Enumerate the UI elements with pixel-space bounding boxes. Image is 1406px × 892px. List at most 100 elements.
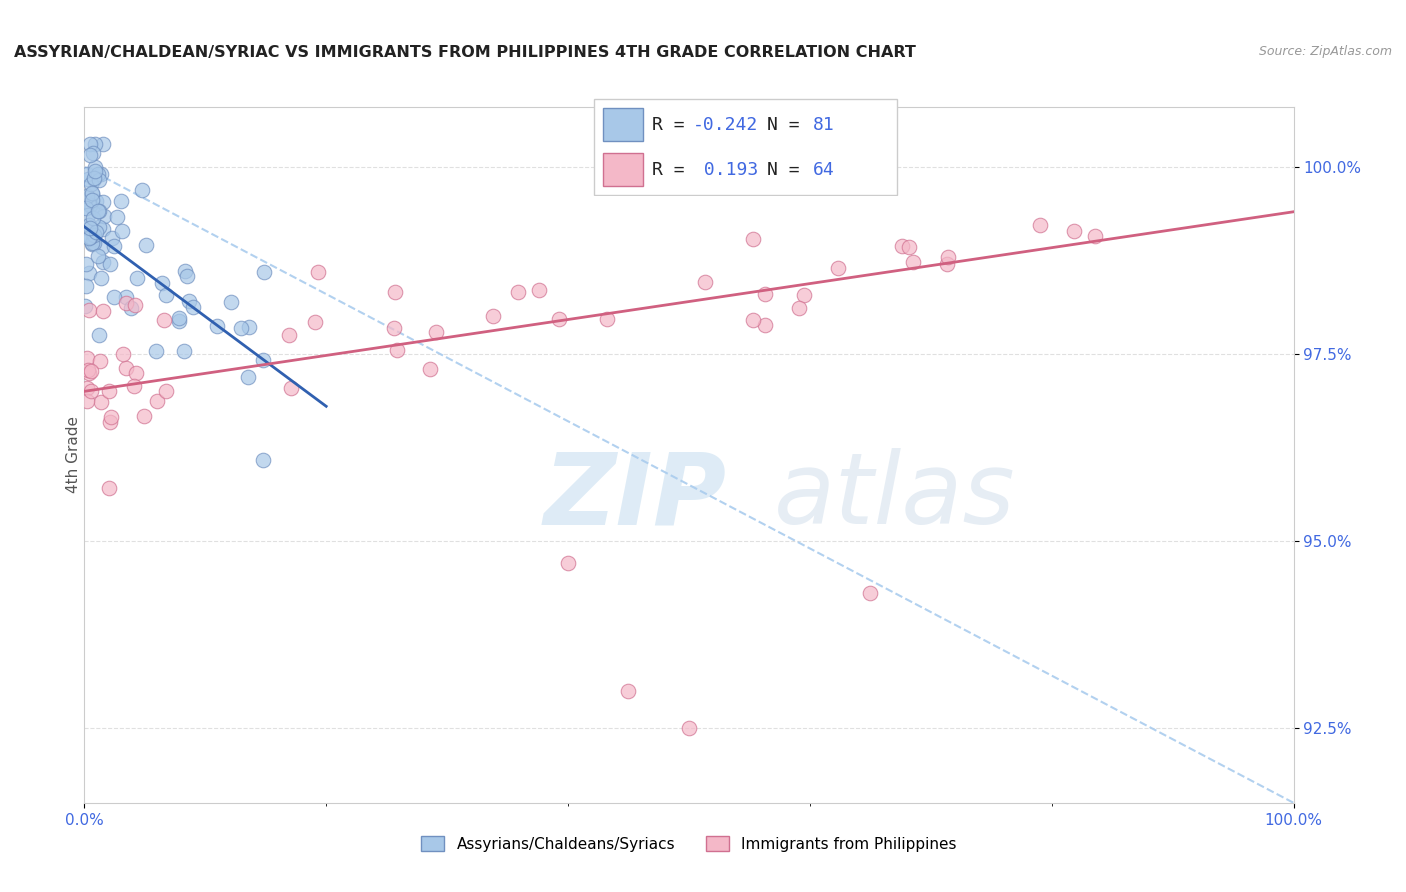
Point <box>103 290 125 304</box>
Point <box>77 208 100 222</box>
Point <box>75 257 97 271</box>
Point <box>127 271 149 285</box>
Point <box>1029 218 1052 232</box>
Text: R =: R = <box>652 116 696 134</box>
Text: -0.242: -0.242 <box>693 116 758 134</box>
Point <box>741 313 763 327</box>
Point <box>548 312 571 326</box>
Point <box>77 172 100 186</box>
Text: ZIP: ZIP <box>544 448 727 545</box>
Point <box>557 557 579 571</box>
Point <box>91 194 114 209</box>
Point <box>891 239 914 253</box>
Point <box>82 186 104 200</box>
Point <box>238 319 260 334</box>
Point <box>84 137 107 152</box>
Point <box>91 137 114 152</box>
Point <box>80 236 103 251</box>
Point <box>75 221 97 235</box>
Text: 0.193: 0.193 <box>693 161 758 178</box>
Point <box>111 347 134 361</box>
Point <box>205 318 228 333</box>
Point <box>173 264 195 278</box>
Point <box>90 394 112 409</box>
Point <box>167 314 190 328</box>
Point <box>97 481 120 495</box>
Point <box>84 194 107 209</box>
Point <box>252 453 274 467</box>
Point <box>87 167 110 181</box>
Point <box>87 219 110 234</box>
Point <box>77 266 100 280</box>
Point <box>82 236 104 251</box>
Point <box>506 285 529 299</box>
Point <box>93 304 115 318</box>
Point <box>787 301 810 316</box>
Point <box>87 249 110 263</box>
Point <box>155 384 177 398</box>
Point <box>82 193 104 207</box>
Point <box>82 232 104 246</box>
Point <box>280 381 302 395</box>
Point <box>79 148 101 162</box>
Point <box>77 231 100 245</box>
Text: 81: 81 <box>813 116 835 134</box>
Point <box>1084 228 1107 243</box>
Point <box>938 250 960 264</box>
Point <box>83 227 105 242</box>
Point <box>103 239 125 253</box>
Point <box>115 360 138 375</box>
Point <box>122 379 145 393</box>
Bar <box>603 108 643 141</box>
FancyBboxPatch shape <box>593 99 897 195</box>
Point <box>82 145 104 160</box>
Point <box>84 160 107 174</box>
Point <box>100 409 122 424</box>
Point <box>754 287 776 301</box>
Point <box>101 231 124 245</box>
Point <box>82 211 104 225</box>
Point <box>387 343 409 357</box>
Point <box>76 168 98 182</box>
Point <box>935 257 957 271</box>
Point <box>91 222 114 236</box>
Point <box>252 353 274 368</box>
Point <box>76 351 98 365</box>
Point <box>79 198 101 212</box>
Point <box>1063 224 1085 238</box>
Point <box>384 321 406 335</box>
Point <box>98 384 121 398</box>
Point <box>150 276 173 290</box>
Point <box>110 194 132 209</box>
Point <box>155 288 177 302</box>
Point <box>179 293 201 308</box>
Point <box>120 301 142 316</box>
Point <box>181 301 204 315</box>
Point <box>173 344 195 359</box>
Point <box>252 265 274 279</box>
Point <box>115 289 138 303</box>
Point <box>678 721 700 735</box>
Text: Source: ZipAtlas.com: Source: ZipAtlas.com <box>1258 45 1392 58</box>
Point <box>152 313 174 327</box>
Point <box>80 364 103 378</box>
Point <box>83 235 105 250</box>
Point <box>278 327 301 342</box>
Text: R =: R = <box>652 161 696 178</box>
Point <box>77 366 100 380</box>
Point <box>83 171 105 186</box>
Point <box>595 312 617 326</box>
Point <box>90 167 112 181</box>
Point <box>384 285 406 299</box>
Point <box>87 203 110 218</box>
Point <box>754 318 776 332</box>
Point <box>76 189 98 203</box>
Text: ASSYRIAN/CHALDEAN/SYRIAC VS IMMIGRANTS FROM PHILIPPINES 4TH GRADE CORRELATION CH: ASSYRIAN/CHALDEAN/SYRIAC VS IMMIGRANTS F… <box>14 45 915 60</box>
Point <box>79 229 101 244</box>
Point <box>77 362 100 376</box>
Point <box>425 325 447 339</box>
Point <box>79 218 101 232</box>
Text: N =: N = <box>766 116 810 134</box>
Point <box>80 178 103 192</box>
Point <box>131 183 153 197</box>
